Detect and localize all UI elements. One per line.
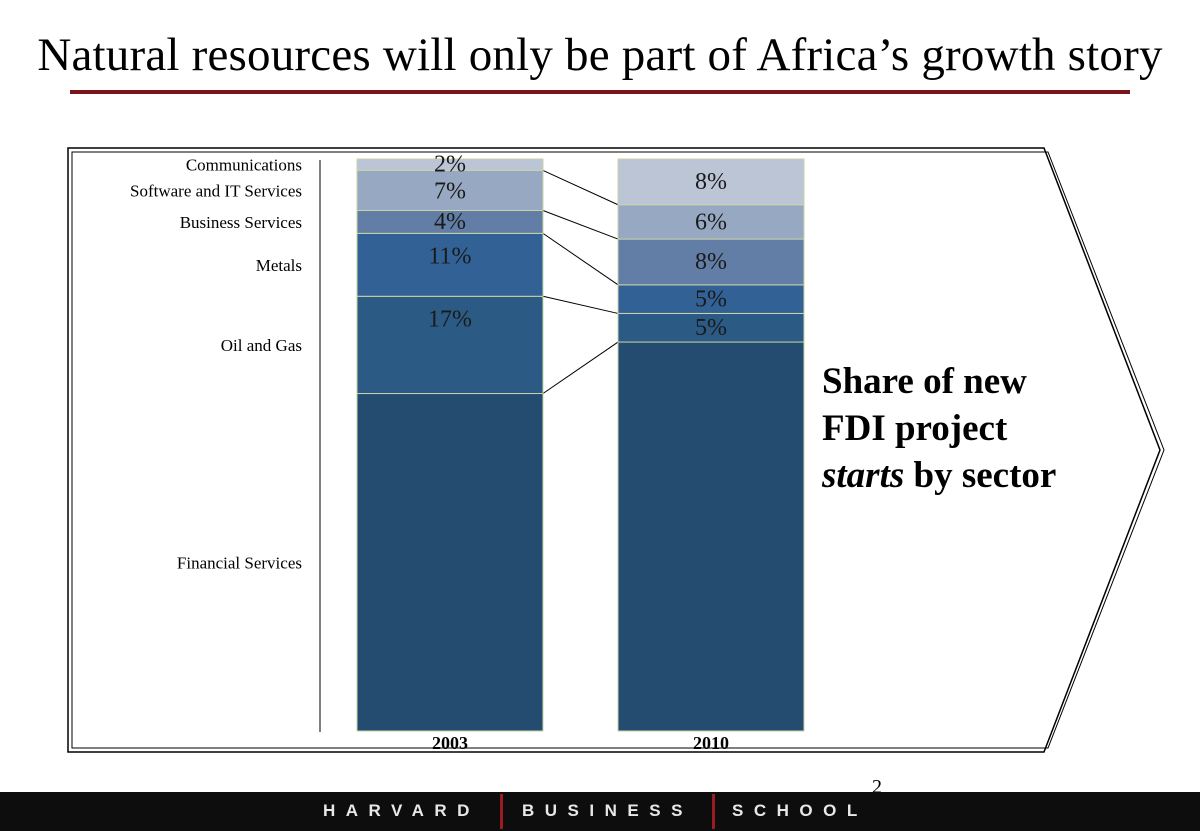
- data-label: 8%: [695, 169, 727, 195]
- connector-line: [542, 295, 619, 314]
- bar-2003-metals: [356, 232, 544, 297]
- bar-2003-financial-services: [356, 393, 544, 732]
- bar-2010-business-services: [617, 238, 805, 286]
- category-label-communications: Communications: [186, 156, 302, 175]
- footer-word-harvard: HARVARD: [323, 801, 480, 820]
- category-labels-group: Financial Services Oil and Gas Metals Busin…: [130, 156, 302, 573]
- chart-side-heading: Share of new FDI project starts by secto…: [822, 358, 1152, 499]
- bar-2003-software-and-it-services: [356, 169, 544, 211]
- connector-line: [542, 210, 619, 240]
- footer-divider: [712, 794, 715, 829]
- year-label-2003: 2003: [432, 733, 468, 753]
- connector-lines: [542, 169, 619, 394]
- data-label: 4%: [434, 209, 466, 235]
- connector-line: [542, 169, 619, 206]
- side-heading-italic: starts: [822, 455, 905, 496]
- footer-word-business: BUSINESS: [522, 801, 693, 820]
- bar-2003-communications: [356, 158, 544, 171]
- category-label-metals: Metals: [256, 256, 302, 275]
- page-number: 2: [872, 776, 882, 798]
- data-label: 5%: [695, 287, 727, 313]
- footer-bar: HARVARD BUSINESS SCHOOL: [0, 792, 1200, 831]
- side-heading-line-1: Share of new: [822, 361, 1027, 402]
- side-heading-line-3: starts by sector: [822, 452, 1152, 499]
- footer-word-school: SCHOOL: [732, 801, 868, 820]
- bar-2003-oil-and-gas: [356, 295, 544, 395]
- bar-2010-financial-services: [617, 341, 805, 732]
- bars-group: [356, 158, 805, 732]
- bar-2010-oil-and-gas: [617, 312, 805, 343]
- connector-line: [542, 232, 619, 286]
- chevron-frame: [67, 147, 1165, 753]
- data-label: 17%: [428, 306, 472, 332]
- side-heading-rest: by sector: [904, 455, 1057, 496]
- year-labels-group: 2003 2010: [432, 733, 729, 753]
- data-label: 11%: [428, 243, 471, 269]
- data-label: 2%: [434, 151, 466, 177]
- bar-2010-software-and-it-services: [617, 204, 805, 240]
- year-label-2010: 2010: [693, 733, 729, 753]
- data-label: 6%: [695, 210, 727, 236]
- data-label: 7%: [434, 178, 466, 204]
- slide-title: Natural resources will only be part of A…: [37, 29, 1163, 81]
- bar-2010-communications: [617, 158, 805, 206]
- side-heading-line-2: FDI project: [822, 408, 1008, 449]
- data-label: 5%: [695, 315, 727, 341]
- title-rule: [70, 90, 1130, 94]
- footer-divider: [500, 794, 503, 829]
- data-labels-group: 17% 11% 4% 7%2% 5%5% 8% 6% 8%: [428, 151, 727, 341]
- category-label-software-and-it-services: Software and IT Services: [130, 181, 302, 200]
- category-label-financial-services: Financial Services: [177, 553, 302, 572]
- connector-line: [542, 341, 619, 394]
- data-label: 8%: [695, 249, 727, 275]
- category-label-oil-and-gas: Oil and Gas: [221, 336, 302, 355]
- category-label-business-services: Business Services: [180, 213, 302, 232]
